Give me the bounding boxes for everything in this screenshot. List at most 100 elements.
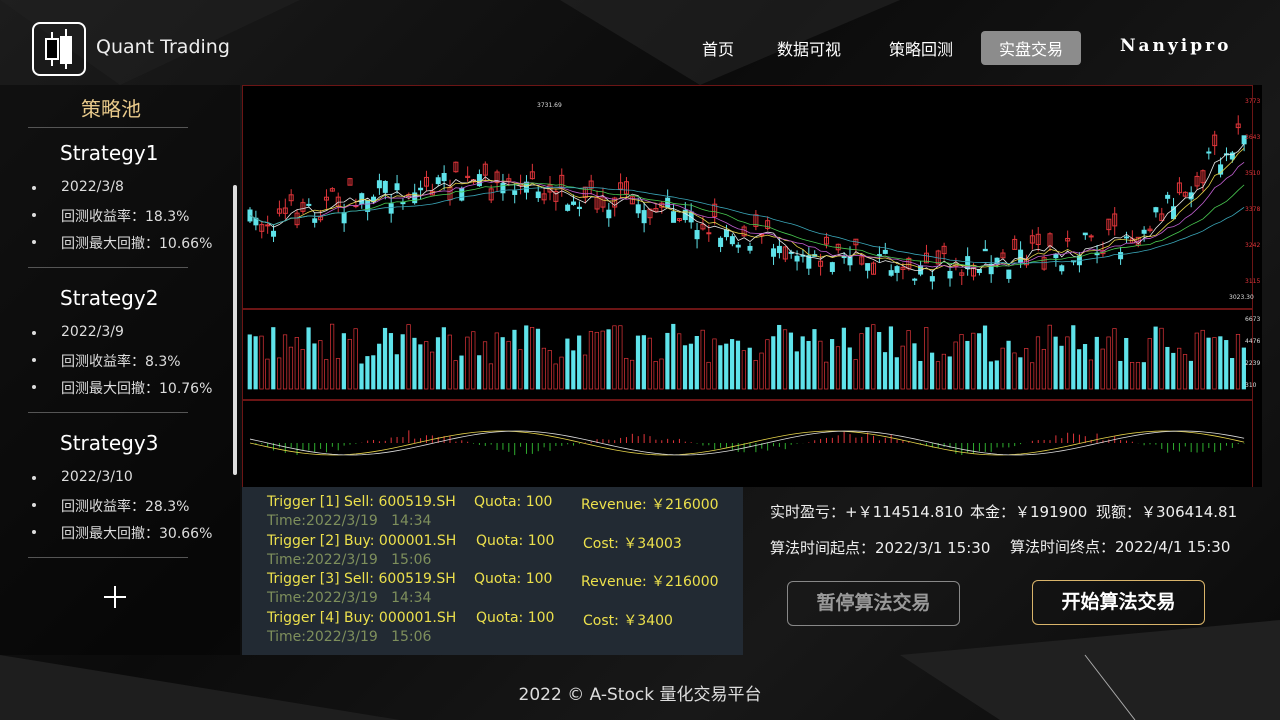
candle-body (653, 208, 659, 212)
candle-body (823, 236, 829, 245)
candle-body (488, 188, 494, 201)
candle-body (541, 193, 547, 201)
candle-body (500, 183, 506, 194)
start-time: 算法时间起点：2022/3/1 15:30 (770, 539, 991, 557)
trigger-amount: Revenue: ￥216000 (581, 574, 719, 590)
candle-body (923, 252, 929, 264)
volume-bar (1077, 349, 1082, 390)
volume-bar (253, 336, 258, 390)
strategy-name: Strategy1 (60, 141, 159, 165)
volume-axis-label: 4476 (1245, 338, 1260, 345)
panel-border (242, 85, 1253, 309)
candle-body (1147, 228, 1153, 232)
price-axis-label: 3773 (1245, 98, 1260, 105)
user-name[interactable]: Nanyipro (1120, 36, 1232, 56)
candle-body (329, 188, 335, 192)
candle-body (723, 229, 729, 238)
volume-bar (735, 340, 741, 390)
volume-bar (782, 329, 788, 390)
candle-body (265, 224, 271, 227)
volume-bar (877, 332, 882, 390)
candle-body (623, 181, 629, 195)
candle-body (323, 196, 329, 201)
nav-item[interactable]: 策略回测 (889, 40, 954, 59)
candle-body (1012, 238, 1018, 250)
volume-bar (677, 333, 682, 390)
volume-bar (765, 339, 770, 390)
volume-bar (659, 358, 664, 390)
candle-body (700, 223, 706, 230)
strategy-item: 回测收益率：8.3% (32, 351, 181, 371)
volume-bar (424, 341, 429, 390)
volume-bar (547, 350, 552, 390)
moving-average (249, 182, 1245, 268)
volume-bar (888, 326, 894, 390)
trigger-order: Trigger [3] Sell: 600519.SH (267, 571, 456, 587)
volume-bar (1188, 360, 1194, 390)
volume-bar (247, 334, 252, 390)
candle-body (1088, 235, 1094, 238)
candle-body (459, 187, 465, 201)
nav-item[interactable]: 数据可视 (777, 40, 842, 59)
candle-body (271, 230, 277, 237)
volume-bar (1100, 348, 1105, 390)
volume-bar (788, 332, 794, 390)
volume-bar (988, 361, 994, 390)
trigger-quota: Quota: 100 (474, 494, 553, 510)
candle-body (535, 191, 541, 199)
volume-bar (1065, 336, 1070, 390)
add-strategy[interactable] (103, 585, 127, 609)
candle-body (1188, 192, 1194, 200)
strategy-item: 回测收益率：28.3% (31, 496, 189, 516)
candle-body (1123, 236, 1129, 239)
volume-bar (706, 361, 711, 390)
price-axis-label: 3378 (1245, 206, 1260, 213)
volume-bar (606, 329, 611, 390)
volume-bar (577, 335, 582, 390)
trigger-quota: Quota: 100 (476, 609, 555, 626)
volume-bar (1088, 359, 1094, 390)
candle-body (1065, 237, 1071, 242)
trigger-order: Trigger [4] Buy: 000001.SH (267, 609, 457, 626)
volume-bar (935, 361, 941, 390)
volume-bar (1224, 340, 1229, 390)
scrollbar[interactable] (233, 185, 237, 475)
volume-bar (1112, 328, 1117, 390)
nav-item[interactable]: 首页 (702, 40, 735, 59)
volume-bar (971, 332, 976, 390)
volume-bar (1206, 337, 1211, 390)
volume-bar (300, 349, 305, 390)
volume-bar (335, 358, 341, 390)
trigger-time: Time:2022/3/19 14:34 (267, 590, 432, 606)
candle-body (729, 236, 735, 245)
volume-bar (482, 341, 488, 390)
pause-button[interactable]: 暂停算法交易 (787, 581, 960, 626)
candle-body (782, 246, 788, 260)
volume-bar (471, 331, 476, 390)
logo[interactable] (32, 22, 86, 76)
volume-bar (1159, 327, 1164, 390)
separator (28, 127, 188, 128)
volume-bar (1024, 348, 1029, 390)
volume-bar (1047, 324, 1052, 390)
start-button[interactable]: 开始算法交易 (1032, 580, 1205, 625)
trigger-time: Time:2022/3/19 15:06 (267, 628, 432, 645)
candle-body (718, 237, 724, 247)
candle-body (876, 254, 882, 257)
volume-bar (1230, 358, 1235, 390)
nav-item-active[interactable]: 实盘交易 (981, 31, 1082, 65)
candle-body (1171, 206, 1177, 220)
volume-bar (1212, 337, 1217, 390)
stock-chart: 3773 3643 3510 3378 3242 3115 6673 4476 2239 310 3… (242, 85, 1262, 487)
volume-bar (388, 333, 394, 390)
strategy-item: 2022/3/10 (32, 469, 133, 485)
volume-bar (524, 325, 529, 390)
volume-bar (612, 325, 617, 390)
candle-body (376, 180, 382, 189)
candle-body (247, 209, 253, 222)
trigger-amount: Cost: ￥3400 (583, 612, 673, 629)
volume-bar (465, 336, 470, 390)
candle-body (694, 230, 700, 240)
end-time: 算法时间终点：2022/4/1 15:30 (1010, 538, 1231, 556)
candle-body (676, 218, 682, 221)
